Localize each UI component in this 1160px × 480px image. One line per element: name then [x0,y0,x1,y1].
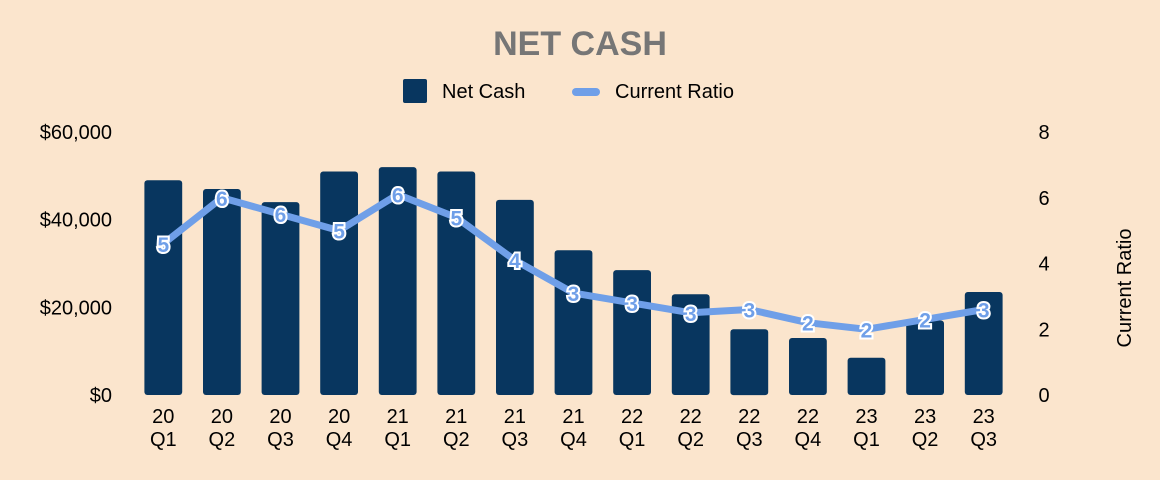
bar-6 [496,199,534,395]
bar-8 [613,270,651,395]
point-label-0: 5 [157,234,169,257]
line-series: 5 6 6 5 6 5 4 3 3 3 3 2 2 2 3 [155,183,991,345]
x-tick-label-0: 20 Q1 [150,406,177,451]
right-tick-label-0: 0 [1038,385,1049,407]
bar-7 [554,250,593,395]
point-label-2: 6 [275,204,287,227]
x-tick-label-10: 22 Q3 [736,406,763,451]
x-tick-label-6: 21 Q3 [502,406,529,451]
bar-11 [789,338,827,395]
right-axis: 0 2 4 6 8 [1038,122,1049,407]
bar-3 [320,171,358,395]
bar-14 [964,292,1003,395]
x-tick-label-1: 20 Q2 [209,406,236,451]
point-label-11: 2 [802,313,814,336]
bar-series [144,167,1003,396]
bar-13 [906,320,944,395]
bar-1 [203,189,241,395]
legend-label-net-cash: Net Cash [442,81,525,103]
point-label-12: 2 [861,319,873,342]
legend-swatch-current-ratio [572,88,600,96]
x-tick-label-5: 21 Q2 [443,406,470,451]
point-label-13: 2 [919,309,931,332]
right-axis-title: Current Ratio [1114,229,1136,348]
current-ratio-line [159,191,988,333]
x-tick-label-4: 21 Q1 [384,406,411,451]
x-tick-label-3: 20 Q4 [326,406,353,451]
point-label-5: 5 [450,208,462,231]
point-label-9: 3 [685,303,697,326]
bar-4 [378,167,417,395]
right-tick-label-4: 8 [1038,122,1049,144]
x-tick-label-9: 22 Q2 [677,406,704,451]
left-axis: $0 $20,000 $40,000 $60,000 [40,122,112,407]
x-tick-label-8: 22 Q1 [619,406,646,451]
legend-label-current-ratio: Current Ratio [615,81,734,103]
bar-5 [437,171,476,395]
point-label-1: 6 [216,188,228,211]
x-tick-label-11: 22 Q4 [795,406,822,451]
point-label-10: 3 [743,300,755,323]
x-tick-label-13: 23 Q2 [912,406,939,451]
chart-title: NET CASH [493,25,667,63]
x-axis: 20 Q1 20 Q2 20 Q3 20 Q4 21 Q1 21 Q2 21 Q3 21 Q4 22 Q1 22 Q2… [150,406,997,451]
left-tick-label-2: $40,000 [40,210,112,232]
x-tick-label-2: 20 Q3 [267,406,294,451]
point-label-7: 3 [568,283,580,306]
x-tick-label-12: 23 Q1 [853,406,880,451]
bar-12 [847,357,886,395]
right-tick-label-1: 2 [1038,319,1049,341]
point-label-3: 5 [333,221,345,244]
x-tick-label-7: 21 Q4 [560,406,587,451]
point-label-6: 4 [509,250,521,273]
right-tick-label-2: 4 [1038,254,1049,276]
point-label-14: 3 [978,300,990,323]
left-tick-label-1: $20,000 [40,297,112,319]
bar-9 [671,294,710,395]
x-tick-label-14: 23 Q3 [970,406,997,451]
bar-10 [730,329,769,396]
legend-swatch-net-cash [403,79,427,103]
right-tick-label-3: 6 [1038,188,1049,210]
left-tick-label-0: $0 [90,385,112,407]
point-label-4: 6 [392,185,404,208]
bar-2 [261,202,300,395]
point-label-8: 3 [626,293,638,316]
left-tick-label-3: $60,000 [40,122,112,144]
legend: Net Cash Current Ratio [403,79,734,103]
bar-0 [144,180,183,395]
